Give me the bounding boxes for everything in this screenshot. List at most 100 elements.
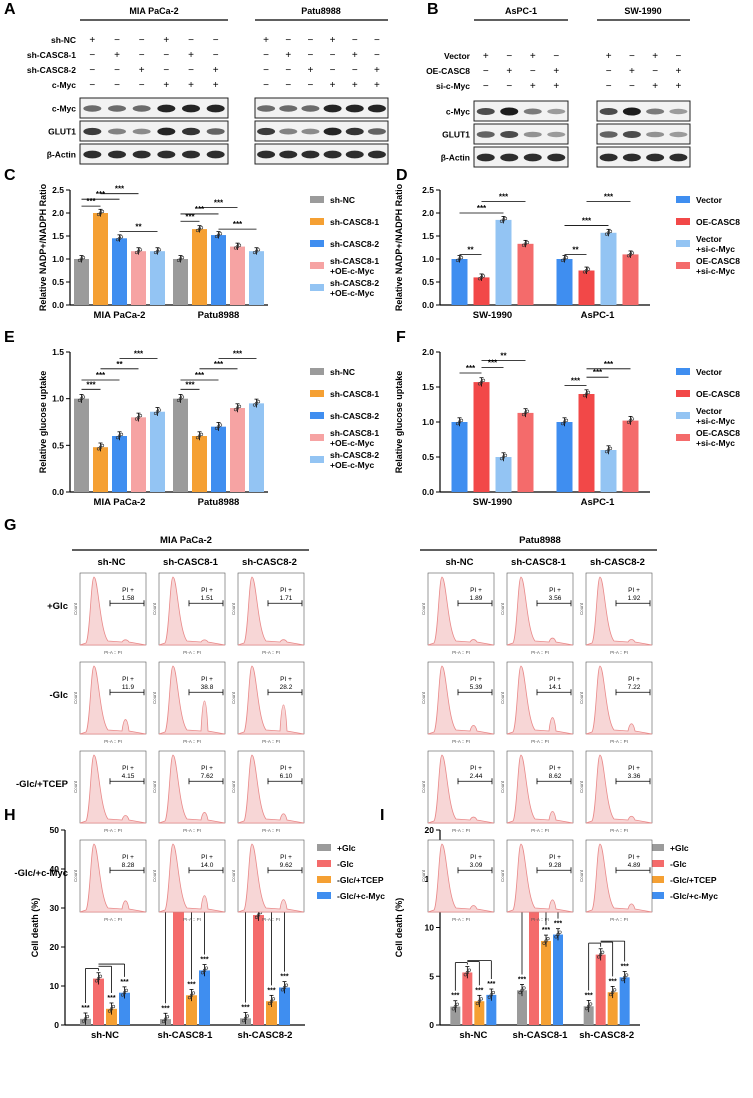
histogram-curve bbox=[79, 843, 147, 913]
flow-x-label: PI-A :: PI bbox=[262, 917, 280, 922]
bar bbox=[517, 243, 534, 305]
blot-band bbox=[669, 153, 688, 162]
histogram-curve bbox=[506, 665, 574, 735]
blot-sign: + bbox=[530, 81, 536, 92]
flow-y-label: Count bbox=[579, 780, 584, 793]
flow-y-label: Count bbox=[231, 780, 236, 793]
blot-sign: + bbox=[553, 66, 559, 77]
gate-label: PI + bbox=[280, 587, 292, 594]
data-point bbox=[284, 983, 289, 987]
panel-letter: H bbox=[4, 807, 16, 824]
data-point bbox=[199, 226, 204, 230]
significance-label: *** bbox=[86, 197, 96, 206]
y-tick-label: 1.0 bbox=[52, 394, 64, 404]
blot-condition-label: sh-NC bbox=[51, 35, 76, 45]
blot-sign: − bbox=[285, 80, 291, 91]
x-category-label: sh-NC bbox=[459, 1030, 487, 1041]
blot-band bbox=[132, 105, 151, 112]
gate-label: PI + bbox=[280, 676, 292, 683]
bar bbox=[578, 270, 595, 305]
flow-y-label: Count bbox=[73, 780, 78, 793]
legend-label: sh-CASC8-1 bbox=[330, 256, 379, 266]
data-point bbox=[630, 417, 635, 421]
data-point bbox=[475, 1001, 479, 1006]
data-point bbox=[237, 243, 242, 247]
blot-band bbox=[132, 128, 151, 135]
blot-sign: − bbox=[629, 51, 635, 62]
gate-label: PI + bbox=[470, 587, 482, 594]
significance-label: *** bbox=[120, 979, 128, 986]
gate-label: PI + bbox=[549, 765, 561, 772]
flow-x-label: PI-A :: PI bbox=[262, 828, 280, 833]
data-point bbox=[501, 455, 506, 459]
blot-sign: − bbox=[307, 80, 313, 91]
blot-membrane bbox=[596, 146, 691, 168]
gate-value: 28.2 bbox=[280, 684, 293, 691]
data-point bbox=[630, 251, 635, 255]
blot-sign: + bbox=[213, 80, 219, 91]
panel-letter: B bbox=[427, 1, 439, 18]
data-point bbox=[187, 996, 192, 1000]
legend-swatch bbox=[310, 262, 324, 269]
data-point bbox=[98, 211, 103, 215]
panel-letter: D bbox=[396, 167, 408, 184]
data-point bbox=[254, 915, 259, 919]
histogram-curve bbox=[237, 754, 305, 824]
legend-label: Vector bbox=[696, 406, 723, 416]
flow-x-label: PI-A :: PI bbox=[183, 650, 201, 655]
legend-label: sh-CASC8-2 bbox=[330, 411, 379, 421]
gate-value: 1.71 bbox=[280, 595, 293, 602]
blot-band bbox=[182, 150, 200, 159]
blot-sign: − bbox=[263, 65, 269, 76]
data-point bbox=[503, 216, 508, 221]
blot-band-label: GLUT1 bbox=[442, 130, 470, 140]
legend-swatch bbox=[317, 844, 331, 851]
blot-membrane bbox=[79, 143, 229, 165]
gate-label: PI + bbox=[280, 765, 292, 772]
gate-value: 7.62 bbox=[201, 773, 214, 780]
data-point bbox=[455, 1002, 459, 1006]
blot-band bbox=[157, 127, 176, 136]
x-category-label: AsPC-1 bbox=[581, 497, 616, 508]
flow-y-label: Count bbox=[500, 691, 505, 704]
flow-column-label: sh-CASC8-1 bbox=[163, 557, 219, 568]
data-point bbox=[216, 425, 221, 429]
blot-sign: + bbox=[188, 50, 194, 61]
blot-sign: − bbox=[188, 35, 194, 46]
data-point bbox=[165, 1015, 170, 1019]
bar bbox=[106, 1008, 117, 1025]
blot-band-label: β-Actin bbox=[47, 150, 76, 160]
data-point bbox=[199, 432, 204, 436]
legend-label: sh-NC bbox=[330, 195, 355, 205]
blot-sign: + bbox=[352, 50, 358, 61]
histogram-curve bbox=[506, 576, 574, 646]
significance-label: *** bbox=[488, 358, 498, 367]
bar bbox=[600, 232, 617, 305]
legend-swatch bbox=[310, 434, 324, 441]
significance-label: *** bbox=[518, 976, 526, 983]
blot-band bbox=[323, 150, 342, 159]
histogram-curve bbox=[506, 843, 574, 913]
y-axis-label: Relative NADP+/NADPH Ratio bbox=[394, 183, 404, 311]
blot-line-title: Patu8988 bbox=[301, 6, 341, 16]
y-tick-label: 1.0 bbox=[422, 417, 434, 427]
flow-column-label: sh-CASC8-1 bbox=[511, 557, 567, 568]
flow-x-label: PI-A :: PI bbox=[104, 739, 122, 744]
blot-band bbox=[500, 107, 519, 116]
bar bbox=[74, 398, 89, 492]
y-tick-label: 0.0 bbox=[422, 487, 434, 497]
gate-label: PI + bbox=[122, 765, 134, 772]
significance-label: *** bbox=[241, 1004, 249, 1011]
legend-label: Vector bbox=[696, 234, 723, 244]
significance-label: *** bbox=[185, 380, 195, 389]
y-tick-label: 1.0 bbox=[422, 254, 434, 264]
histogram-curve bbox=[158, 754, 226, 824]
blot-sign: − bbox=[263, 50, 269, 61]
legend-label: -Glc bbox=[337, 859, 354, 869]
gate-value: 8.62 bbox=[549, 773, 562, 780]
bar bbox=[266, 1001, 277, 1025]
flow-title: MIA PaCa-2 bbox=[160, 535, 212, 546]
blot-membrane bbox=[254, 120, 389, 142]
